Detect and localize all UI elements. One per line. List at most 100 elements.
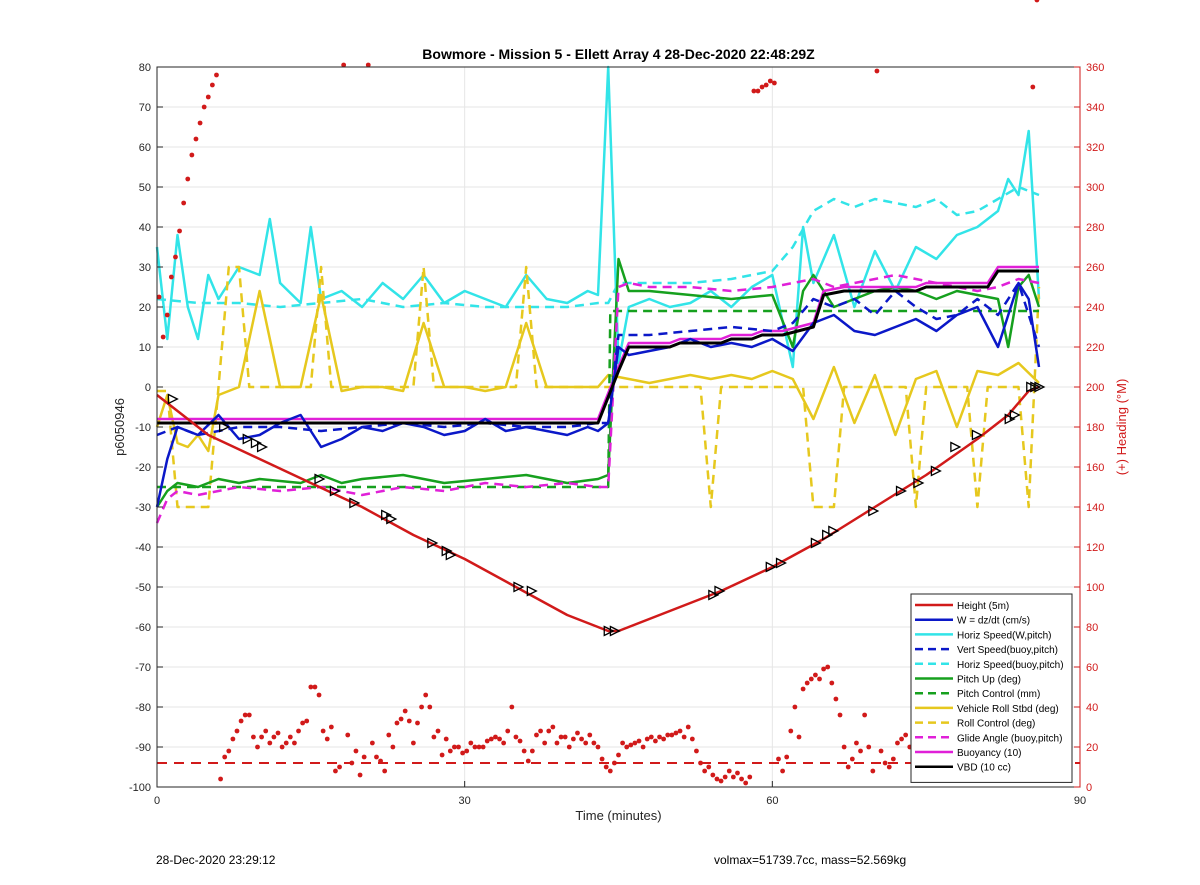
heading-point: [509, 704, 515, 710]
heading-point: [214, 72, 219, 78]
legend-label: Vert Speed(buoy,pitch): [957, 645, 1058, 656]
heading-point: [201, 104, 207, 110]
heading-point: [702, 768, 708, 774]
heading-point: [275, 730, 281, 736]
heading-point: [862, 712, 868, 718]
height-marker: [868, 505, 880, 517]
y-tick-label-right: 180: [1086, 422, 1104, 434]
heading-point: [341, 62, 347, 68]
heading-point: [587, 732, 593, 738]
y-tick-label-right: 280: [1086, 222, 1104, 234]
heading-point: [788, 728, 794, 734]
series-line: [157, 265, 1041, 509]
y-tick-label-right: 360: [1086, 62, 1104, 74]
footer-timestamp: 28-Dec-2020 23:29:12: [156, 853, 276, 867]
heading-point: [644, 736, 650, 742]
heading-point: [164, 312, 170, 318]
heading-point: [480, 744, 486, 750]
height-marker: [329, 485, 341, 497]
legend: Height (5m) W = dz/dt (cm/s) Horiz Speed(W…: [910, 593, 1073, 783]
heading-point: [312, 684, 318, 690]
heading-point: [821, 666, 827, 672]
heading-point: [505, 728, 511, 734]
y-tick-label-right: 140: [1086, 502, 1104, 514]
y-tick-label-left: 10: [139, 342, 151, 354]
y-tick-label-left: 30: [139, 262, 151, 274]
heading-point: [251, 734, 256, 740]
y-tick-label-right: 40: [1086, 702, 1098, 714]
legend-label: Buoyancy (10): [957, 748, 1021, 759]
heading-point: [792, 704, 798, 710]
height-marker: [895, 485, 907, 497]
y-tick-label-left: 20: [139, 302, 151, 314]
heading-point: [628, 742, 634, 748]
heading-point: [784, 754, 790, 760]
x-tick-label: 30: [459, 795, 471, 807]
height-marker: [427, 537, 439, 549]
heading-point: [324, 736, 330, 742]
heading-point: [829, 680, 835, 686]
heading-point: [464, 748, 470, 754]
heading-point: [226, 748, 232, 754]
heading-point: [739, 776, 744, 782]
heading-point: [726, 768, 732, 774]
heading-point: [833, 696, 839, 702]
y-tick-label-right: 100: [1086, 582, 1104, 594]
series-line: [157, 269, 1039, 425]
heading-point: [246, 712, 252, 718]
heading-point: [882, 760, 888, 766]
heading-point: [714, 776, 720, 782]
heading-point: [529, 748, 535, 754]
x-tick-label: 60: [766, 795, 778, 807]
y-tick-label-left: -80: [135, 702, 151, 714]
height-marker: [810, 537, 822, 549]
heading-point: [854, 740, 859, 746]
heading-point: [689, 736, 695, 742]
heading-point: [735, 770, 740, 776]
heading-point: [776, 756, 781, 762]
height-marker: [765, 561, 777, 573]
heading-point: [849, 756, 855, 762]
heading-point: [488, 736, 494, 742]
height-marker: [1034, 381, 1046, 393]
heading-point: [579, 736, 584, 742]
series-line: [155, 281, 1041, 508]
heading-point: [300, 720, 306, 726]
heading-point: [328, 724, 334, 730]
y-tick-label-right: 240: [1086, 302, 1104, 314]
series-line: [155, 65, 1041, 369]
heading-point: [550, 724, 556, 730]
heading-point: [653, 738, 658, 744]
heading-point: [460, 750, 466, 756]
y-axis-label-left: p6050946: [112, 398, 127, 456]
legend-label: Horiz Speed(W,pitch): [957, 630, 1051, 641]
heading-point: [796, 734, 802, 740]
heading-point: [566, 744, 572, 750]
y-tick-label-left: 70: [139, 102, 151, 114]
heading-point: [160, 334, 166, 340]
heading-point: [173, 254, 178, 260]
y-tick-label-left: 0: [145, 382, 151, 394]
heading-point: [394, 720, 400, 726]
heading-point: [345, 732, 351, 738]
heading-point: [259, 734, 265, 740]
heading-point: [546, 728, 552, 734]
heading-point: [817, 676, 822, 682]
height-marker: [1009, 409, 1021, 421]
heading-point: [435, 728, 441, 734]
series-line: [157, 265, 1039, 421]
y-tick-label-right: 340: [1086, 102, 1104, 114]
heading-point: [611, 760, 617, 766]
heading-point: [283, 740, 289, 746]
heading-point: [501, 740, 507, 746]
heading-point: [279, 744, 285, 750]
height-marker: [822, 529, 834, 541]
y-tick-label-left: -100: [129, 782, 151, 794]
heading-point: [841, 744, 847, 750]
heading-point: [304, 718, 310, 724]
heading-point: [423, 692, 429, 698]
x-tick-label: 0: [154, 795, 160, 807]
heading-point: [562, 734, 568, 740]
height-marker: [219, 421, 231, 433]
heading-point: [337, 764, 342, 770]
